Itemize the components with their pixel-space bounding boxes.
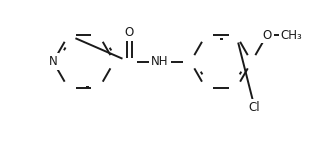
Text: CH₃: CH₃ [280, 29, 302, 42]
Text: Cl: Cl [249, 101, 260, 114]
Text: NH: NH [151, 55, 169, 68]
Text: N: N [49, 55, 58, 68]
Text: O: O [262, 29, 271, 42]
Text: O: O [125, 26, 134, 39]
